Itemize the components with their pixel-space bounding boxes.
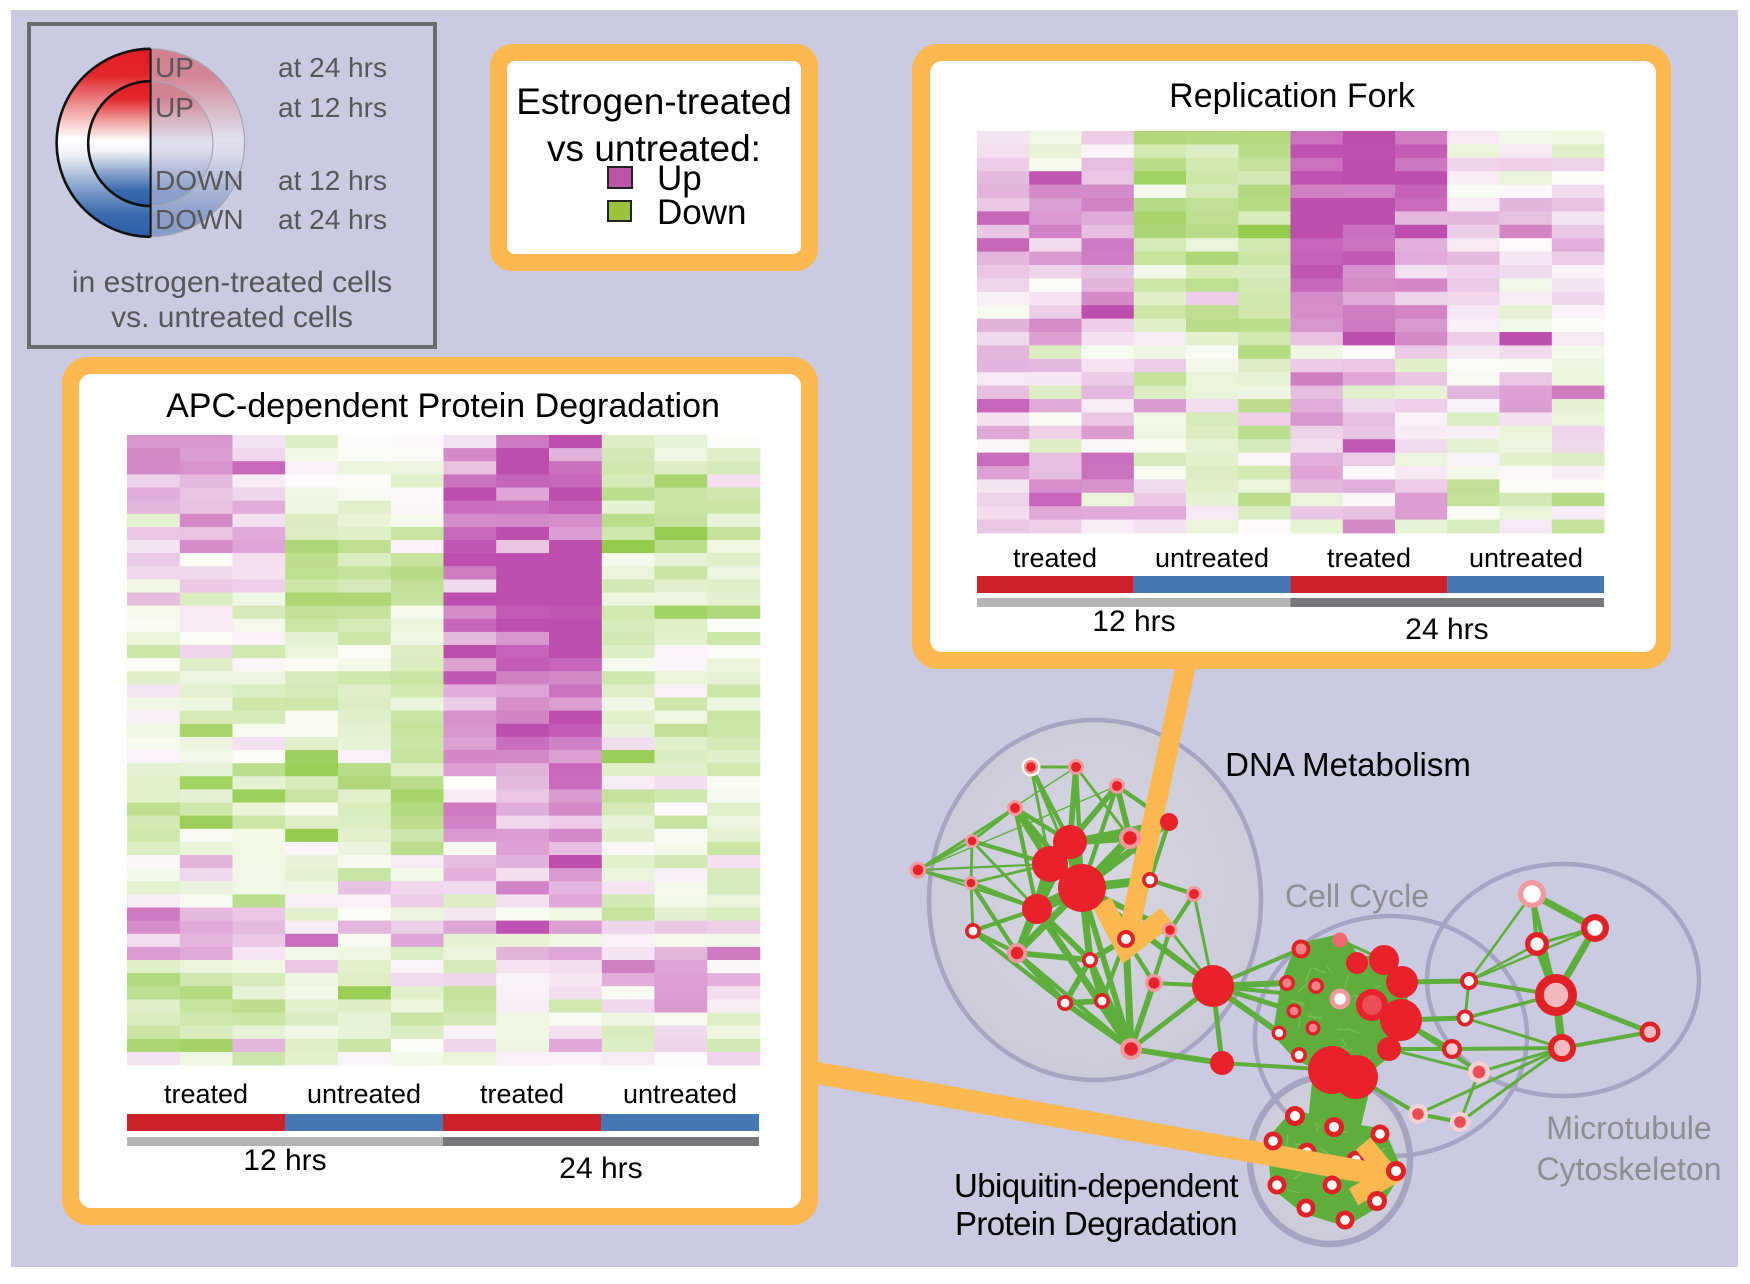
svg-text:treated: treated [1013,543,1097,573]
svg-text:DOWN: DOWN [155,204,244,235]
svg-text:Up: Up [657,159,702,198]
svg-text:at 24 hrs: at 24 hrs [278,204,387,235]
svg-text:Microtubule: Microtubule [1546,1110,1711,1146]
svg-text:treated: treated [1327,543,1411,573]
svg-text:untreated: untreated [1469,543,1583,573]
svg-text:at 12 hrs: at 12 hrs [278,165,387,196]
svg-text:Cytoskeleton: Cytoskeleton [1537,1151,1722,1187]
svg-text:at 24 hrs: at 24 hrs [278,52,387,83]
svg-text:treated: treated [164,1079,248,1109]
svg-text:untreated: untreated [1155,543,1269,573]
svg-text:Down: Down [657,193,746,232]
svg-text:Estrogen-treated: Estrogen-treated [516,81,792,122]
svg-text:Cell Cycle: Cell Cycle [1285,878,1429,914]
svg-text:12 hrs: 12 hrs [1092,605,1175,638]
svg-text:untreated: untreated [307,1079,421,1109]
svg-text:Ubiquitin-dependent: Ubiquitin-dependent [954,1167,1238,1204]
svg-text:vs. untreated cells: vs. untreated cells [111,301,353,334]
svg-text:treated: treated [480,1079,564,1109]
svg-text:UP: UP [155,92,194,123]
svg-text:24 hrs: 24 hrs [559,1152,642,1185]
svg-text:UP: UP [155,52,194,83]
svg-text:Replication Fork: Replication Fork [1169,77,1416,115]
svg-text:at 12 hrs: at 12 hrs [278,92,387,123]
svg-text:in estrogen-treated cells: in estrogen-treated cells [72,266,392,299]
svg-text:untreated: untreated [623,1079,737,1109]
svg-text:24 hrs: 24 hrs [1405,613,1488,646]
svg-text:vs untreated:: vs untreated: [547,128,761,169]
svg-text:APC-dependent Protein Degradat: APC-dependent Protein Degradation [166,387,720,425]
svg-text:DOWN: DOWN [155,165,244,196]
svg-text:Protein Degradation: Protein Degradation [955,1205,1237,1242]
svg-text:DNA Metabolism: DNA Metabolism [1225,746,1471,783]
svg-text:12 hrs: 12 hrs [243,1144,326,1177]
